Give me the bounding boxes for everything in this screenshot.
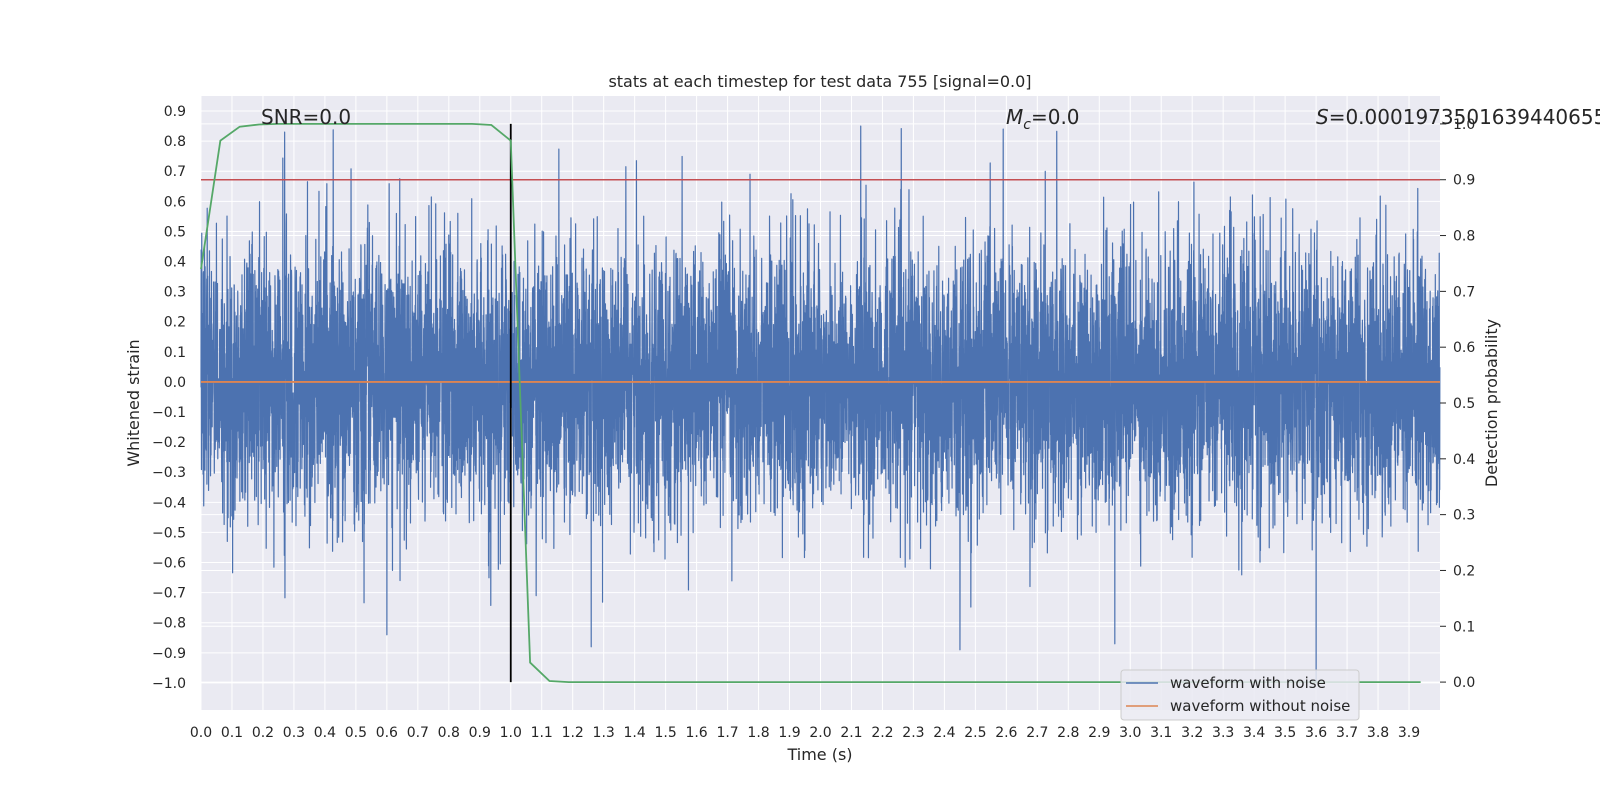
chart-title: stats at each timestep for test data 755… bbox=[608, 72, 1031, 91]
noise-waveform-layer bbox=[200, 125, 1441, 684]
y-tick-label: 0.5 bbox=[164, 224, 186, 240]
x-tick-label: 1.5 bbox=[654, 725, 676, 741]
y2-tick-label: 0.9 bbox=[1453, 173, 1475, 189]
mc-subscript: c bbox=[1023, 117, 1031, 133]
x-tick-label: 3.4 bbox=[1243, 725, 1265, 741]
x-tick-label: 3.5 bbox=[1274, 725, 1296, 741]
y-axis-label: Whitened strain bbox=[124, 339, 143, 466]
y2-tick-label: 0.8 bbox=[1453, 229, 1475, 245]
series-waveform-with-noise bbox=[200, 125, 1441, 684]
y2-tick-label: 0.4 bbox=[1453, 452, 1475, 468]
y-tick-label: 0.2 bbox=[164, 315, 186, 331]
legend-label-clean: waveform without noise bbox=[1170, 697, 1350, 715]
y-tick-label: 0.7 bbox=[164, 164, 186, 180]
legend: waveform with noise waveform without noi… bbox=[1120, 669, 1360, 721]
x-tick-label: 0.1 bbox=[221, 725, 243, 741]
x-tick-label: 0.3 bbox=[283, 725, 305, 741]
y2-tick-label: 1.0 bbox=[1453, 117, 1475, 133]
x-tick-label: 1.9 bbox=[778, 725, 800, 741]
x-tick-label: 1.7 bbox=[716, 725, 738, 741]
x-tick-label: 3.6 bbox=[1305, 725, 1327, 741]
y-tick-label: −1.0 bbox=[152, 676, 186, 692]
y-tick-label: 0.4 bbox=[164, 255, 186, 271]
y2-tick-label: 0.0 bbox=[1453, 675, 1475, 691]
x-tick-label: 3.8 bbox=[1367, 725, 1389, 741]
x-tick-label: 2.3 bbox=[902, 725, 924, 741]
s-symbol: S bbox=[1316, 105, 1329, 129]
x-tick-label: 3.2 bbox=[1181, 725, 1203, 741]
x-tick-label: 3.0 bbox=[1119, 725, 1141, 741]
x-tick-label: 2.1 bbox=[840, 725, 862, 741]
x-tick-label: 0.5 bbox=[345, 725, 367, 741]
y-tick-label: −0.7 bbox=[152, 586, 186, 602]
y-tick-label: −0.2 bbox=[152, 435, 186, 451]
x-tick-label: 2.6 bbox=[995, 725, 1017, 741]
x-tick-label: 0.9 bbox=[469, 725, 491, 741]
x-tick-label: 2.5 bbox=[964, 725, 986, 741]
y-tick-label: 0.1 bbox=[164, 345, 186, 361]
y-tick-label: −0.5 bbox=[152, 525, 186, 541]
y2-tick-label: 0.7 bbox=[1453, 284, 1475, 300]
x-tick-label: 1.8 bbox=[747, 725, 769, 741]
y-tick-label: −0.9 bbox=[152, 646, 186, 662]
x-tick-label: 3.7 bbox=[1336, 725, 1358, 741]
x-tick-label: 2.4 bbox=[933, 725, 955, 741]
ticks-layer: 0.0 0.1 0.2 0.3 0.4 0.5 0.6 0.7 0.8 0.9 1.0 1.1 1.2 1… bbox=[152, 104, 1475, 741]
y-tick-label: 0.0 bbox=[164, 375, 186, 391]
x-tick-label: 1.2 bbox=[562, 725, 584, 741]
mc-value: =0.0 bbox=[1031, 105, 1080, 129]
x-tick-label: 0.6 bbox=[376, 725, 398, 741]
series-detection-probability bbox=[200, 123, 1421, 683]
y2-tick-label: 0.6 bbox=[1453, 340, 1475, 356]
y2-tick-label: 0.2 bbox=[1453, 563, 1475, 579]
y-tick-label: 0.3 bbox=[164, 285, 186, 301]
x-tick-label: 2.9 bbox=[1088, 725, 1110, 741]
y-tick-label: 0.8 bbox=[164, 134, 186, 150]
y-tick-label: −0.4 bbox=[152, 495, 186, 511]
y2-tick-label: 0.5 bbox=[1453, 396, 1475, 412]
x-tick-label: 0.4 bbox=[314, 725, 336, 741]
x-axis-label: Time (s) bbox=[786, 745, 852, 764]
legend-box bbox=[1120, 669, 1360, 721]
s-annotation: S=0.00019735016394406557 bbox=[1316, 105, 1600, 129]
legend-label-noise: waveform with noise bbox=[1170, 674, 1326, 692]
y-tick-label: −0.1 bbox=[152, 405, 186, 421]
y2-axis-label: Detection probability bbox=[1482, 319, 1501, 487]
y-tick-label: −0.8 bbox=[152, 616, 186, 632]
x-tick-label: 2.7 bbox=[1026, 725, 1048, 741]
x-tick-label: 0.0 bbox=[190, 725, 212, 741]
mc-symbol: M bbox=[1006, 105, 1023, 129]
mc-annotation: Mc=0.0 bbox=[1006, 105, 1080, 133]
x-tick-label: 0.8 bbox=[438, 725, 460, 741]
x-tick-label: 1.1 bbox=[531, 725, 553, 741]
x-tick-label: 0.2 bbox=[252, 725, 274, 741]
y2-tick-label: 0.3 bbox=[1453, 508, 1475, 524]
x-tick-label: 3.9 bbox=[1398, 725, 1420, 741]
y-tick-label: 0.9 bbox=[164, 104, 186, 120]
x-tick-label: 2.0 bbox=[809, 725, 831, 741]
s-value: =0.00019735016394406557 bbox=[1329, 105, 1600, 129]
y-tick-label: −0.6 bbox=[152, 556, 186, 572]
x-tick-label: 2.2 bbox=[871, 725, 893, 741]
y2-tick-label: 0.1 bbox=[1453, 619, 1475, 635]
x-tick-label: 2.8 bbox=[1057, 725, 1079, 741]
x-tick-label: 3.3 bbox=[1212, 725, 1234, 741]
x-tick-label: 1.0 bbox=[500, 725, 522, 741]
y-tick-label: −0.3 bbox=[152, 465, 186, 481]
snr-annotation: SNR=0.0 bbox=[261, 105, 351, 129]
x-tick-label: 1.6 bbox=[685, 725, 707, 741]
x-tick-label: 3.1 bbox=[1150, 725, 1172, 741]
x-tick-label: 1.3 bbox=[593, 725, 615, 741]
x-tick-label: 1.4 bbox=[624, 725, 646, 741]
x-tick-label: 0.7 bbox=[407, 725, 429, 741]
y-tick-label: 0.6 bbox=[164, 194, 186, 210]
line-layer bbox=[200, 123, 1440, 683]
